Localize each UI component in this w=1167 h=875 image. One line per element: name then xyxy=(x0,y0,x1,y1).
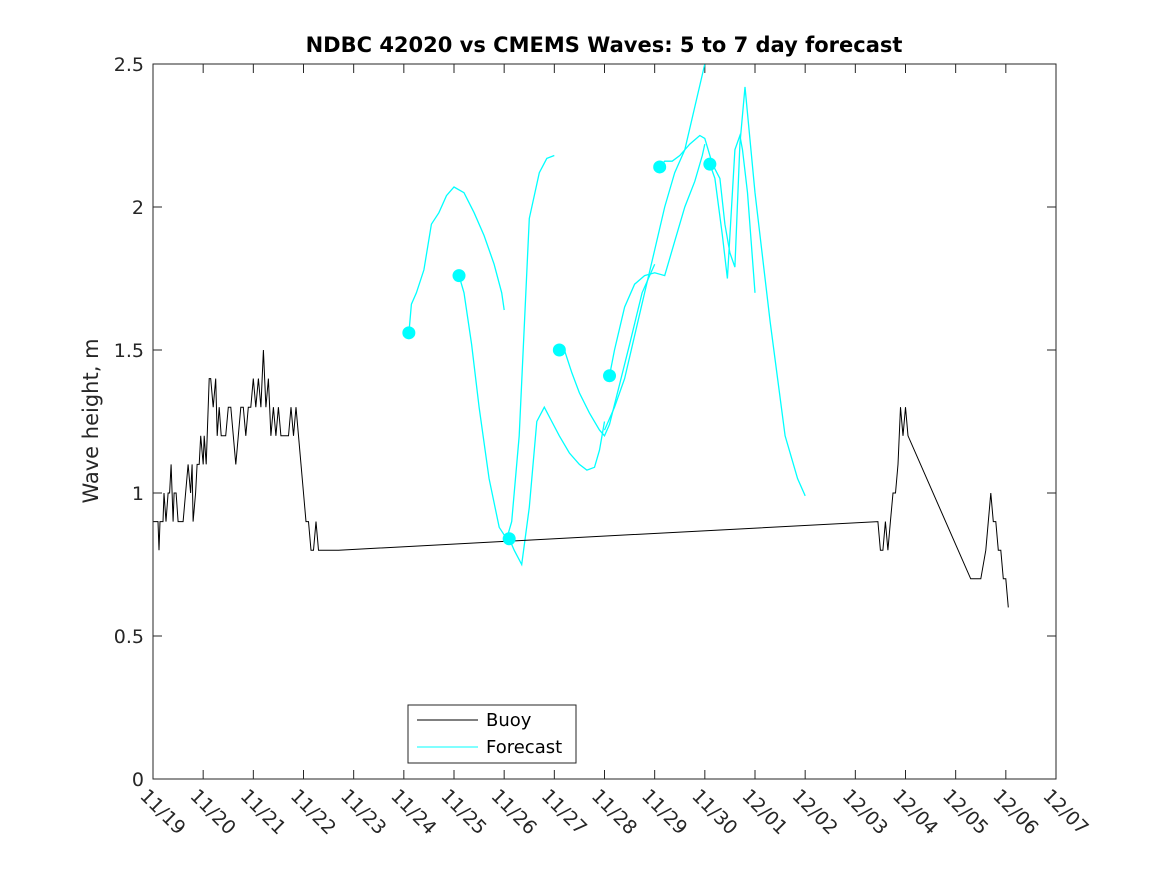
legend: Buoy Forecast xyxy=(407,704,577,764)
y-tick-label: 2.5 xyxy=(114,54,144,76)
forecast-series-line xyxy=(603,64,706,431)
forecast-marker xyxy=(502,532,516,546)
x-tick-label: 11/27 xyxy=(537,785,591,839)
x-tick-label: 11/24 xyxy=(386,785,440,839)
y-axis-ticks: 0 0.5 1 1.5 2 2.5 xyxy=(114,54,1056,791)
x-tick-label: 11/30 xyxy=(687,785,741,839)
x-tick-label: 11/20 xyxy=(186,785,240,839)
buoy-series-line xyxy=(153,349,1009,608)
forecast-marker xyxy=(552,343,566,357)
x-tick-label: 12/07 xyxy=(1038,785,1092,839)
y-tick-label: 0 xyxy=(132,769,144,791)
forecast-marker xyxy=(703,157,717,171)
y-axis-label: Wave height, m xyxy=(79,338,103,503)
forecast-series-line xyxy=(559,263,656,437)
forecast-marker xyxy=(653,160,667,174)
x-tick-label: 11/29 xyxy=(637,785,691,839)
x-tick-label: 12/02 xyxy=(788,785,842,839)
y-tick-label: 1.5 xyxy=(114,340,144,362)
plot-frame xyxy=(152,63,1057,780)
x-tick-label: 11/26 xyxy=(487,785,541,839)
x-tick-label: 11/25 xyxy=(436,785,490,839)
x-tick-label: 11/19 xyxy=(135,785,189,839)
x-tick-label: 11/22 xyxy=(286,785,340,839)
forecast-series-line xyxy=(709,132,756,293)
chart-title: NDBC 42020 vs CMEMS Waves: 5 to 7 day fo… xyxy=(306,33,903,57)
x-tick-label: 12/01 xyxy=(737,785,791,839)
x-tick-label: 11/28 xyxy=(587,785,641,839)
x-tick-label: 12/03 xyxy=(838,785,892,839)
x-tick-label: 11/21 xyxy=(236,785,290,839)
x-tick-label: 12/06 xyxy=(988,785,1042,839)
legend-forecast-label: Forecast xyxy=(486,737,562,758)
legend-buoy-label: Buoy xyxy=(486,710,532,731)
forecast-series-line xyxy=(458,154,555,541)
x-tick-label: 11/23 xyxy=(336,785,390,839)
forecast-markers-group xyxy=(402,157,717,546)
forecast-marker xyxy=(402,326,416,340)
forecast-series-line xyxy=(508,405,606,567)
forecast-series-line xyxy=(659,86,806,497)
x-axis-ticks: 11/1911/2011/2111/2211/2311/2411/2511/26… xyxy=(135,64,1093,839)
y-tick-label: 0.5 xyxy=(114,626,144,648)
legend-box xyxy=(407,704,577,764)
y-tick-label: 2 xyxy=(132,197,144,219)
x-tick-label: 12/04 xyxy=(888,785,942,839)
forecast-series-group xyxy=(408,64,806,567)
x-tick-label: 12/05 xyxy=(938,785,992,839)
forecast-series-line xyxy=(608,143,706,376)
forecast-series-line xyxy=(408,186,505,333)
y-tick-label: 1 xyxy=(132,483,144,505)
forecast-marker xyxy=(603,369,617,383)
forecast-marker xyxy=(452,269,466,283)
